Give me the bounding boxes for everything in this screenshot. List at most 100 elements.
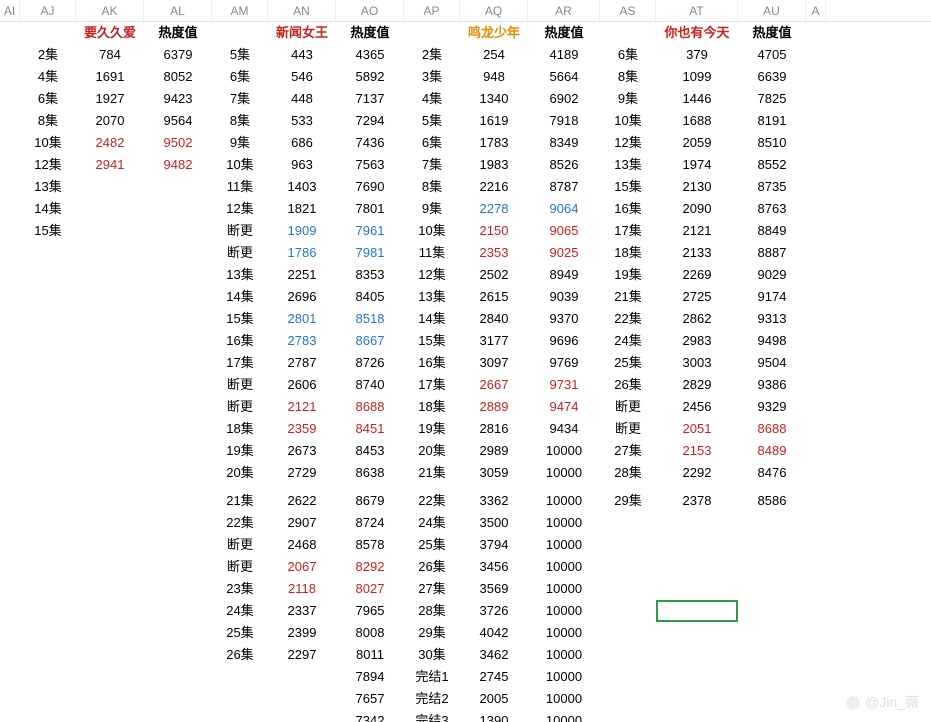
cell[interactable]: 2468 xyxy=(268,534,336,556)
cell[interactable] xyxy=(806,688,826,710)
cell[interactable]: 3569 xyxy=(460,578,528,600)
cell[interactable] xyxy=(20,622,76,644)
cell[interactable] xyxy=(20,556,76,578)
cell[interactable]: 9769 xyxy=(528,352,600,374)
cell[interactable]: 4365 xyxy=(336,44,404,66)
cell[interactable]: 9370 xyxy=(528,308,600,330)
cell[interactable] xyxy=(76,286,144,308)
cell[interactable]: 10000 xyxy=(528,600,600,622)
cell[interactable]: 22集 xyxy=(404,490,460,512)
series-header[interactable]: 鸣龙少年 xyxy=(460,22,528,44)
cell[interactable]: 3794 xyxy=(460,534,528,556)
cell[interactable] xyxy=(20,688,76,710)
cell[interactable]: 254 xyxy=(460,44,528,66)
cell[interactable] xyxy=(806,512,826,534)
cell[interactable]: 686 xyxy=(268,132,336,154)
cell[interactable]: 6集 xyxy=(212,66,268,88)
cell[interactable]: 17集 xyxy=(600,220,656,242)
cell[interactable]: 4集 xyxy=(404,88,460,110)
cell[interactable]: 1099 xyxy=(656,66,738,88)
cell[interactable]: 2829 xyxy=(656,374,738,396)
cell[interactable]: 10000 xyxy=(528,644,600,666)
cell[interactable] xyxy=(76,512,144,534)
cell[interactable] xyxy=(76,440,144,462)
cell[interactable]: 完结2 xyxy=(404,688,460,710)
series-header[interactable]: 要久久爱 xyxy=(76,22,144,44)
cell[interactable]: 8787 xyxy=(528,176,600,198)
cell[interactable] xyxy=(20,666,76,688)
cell[interactable] xyxy=(0,198,20,220)
cell[interactable]: 25集 xyxy=(212,622,268,644)
cell[interactable]: 3059 xyxy=(460,462,528,484)
cell[interactable] xyxy=(738,556,806,578)
cell[interactable] xyxy=(0,622,20,644)
cell[interactable] xyxy=(144,308,212,330)
cell[interactable]: 13集 xyxy=(212,264,268,286)
cell[interactable] xyxy=(268,710,336,722)
column-header[interactable]: AQ xyxy=(460,0,528,21)
cell[interactable]: 9025 xyxy=(528,242,600,264)
cell[interactable] xyxy=(806,132,826,154)
series-header[interactable]: 你也有今天 xyxy=(656,22,738,44)
cell[interactable]: 2378 xyxy=(656,490,738,512)
cell[interactable]: 8008 xyxy=(336,622,404,644)
cell[interactable] xyxy=(738,578,806,600)
cell[interactable]: 8735 xyxy=(738,176,806,198)
cell[interactable] xyxy=(144,264,212,286)
cell[interactable]: 8688 xyxy=(336,396,404,418)
cell[interactable]: 6639 xyxy=(738,66,806,88)
cell[interactable] xyxy=(738,534,806,556)
column-header[interactable]: AR xyxy=(528,0,600,21)
cell[interactable] xyxy=(76,374,144,396)
cell[interactable] xyxy=(806,462,826,484)
cell[interactable]: 14集 xyxy=(404,308,460,330)
cell[interactable] xyxy=(656,512,738,534)
cell[interactable]: 8集 xyxy=(600,66,656,88)
cell[interactable]: 8638 xyxy=(336,462,404,484)
cell[interactable]: 18集 xyxy=(212,418,268,440)
selected-cell[interactable] xyxy=(656,600,738,622)
cell[interactable]: 3003 xyxy=(656,352,738,374)
cell[interactable] xyxy=(144,490,212,512)
cell[interactable]: 3362 xyxy=(460,490,528,512)
cell[interactable]: 1786 xyxy=(268,242,336,264)
cell[interactable] xyxy=(212,666,268,688)
cell[interactable] xyxy=(806,352,826,374)
cell[interactable] xyxy=(76,644,144,666)
cell[interactable] xyxy=(600,578,656,600)
cell[interactable]: 2622 xyxy=(268,490,336,512)
cell[interactable]: 2725 xyxy=(656,286,738,308)
cell[interactable]: 10000 xyxy=(528,710,600,722)
cell[interactable] xyxy=(738,688,806,710)
cell[interactable]: 2067 xyxy=(268,556,336,578)
cell[interactable] xyxy=(76,600,144,622)
cell[interactable] xyxy=(738,710,806,722)
cell[interactable]: 2983 xyxy=(656,330,738,352)
cell[interactable] xyxy=(738,512,806,534)
cell[interactable] xyxy=(806,666,826,688)
cell[interactable]: 7918 xyxy=(528,110,600,132)
cell[interactable] xyxy=(144,330,212,352)
cell[interactable] xyxy=(0,462,20,484)
cell[interactable]: 3097 xyxy=(460,352,528,374)
cell[interactable] xyxy=(212,710,268,722)
cell[interactable]: 7801 xyxy=(336,198,404,220)
cell[interactable] xyxy=(738,622,806,644)
column-header[interactable]: AS xyxy=(600,0,656,21)
cell[interactable] xyxy=(76,710,144,722)
cell[interactable]: 断更 xyxy=(212,534,268,556)
cell[interactable] xyxy=(0,308,20,330)
cell[interactable] xyxy=(0,600,20,622)
cell[interactable]: 15集 xyxy=(404,330,460,352)
cell[interactable] xyxy=(0,286,20,308)
cell[interactable] xyxy=(20,286,76,308)
cell[interactable]: 完结3 xyxy=(404,710,460,722)
cell[interactable] xyxy=(20,22,76,44)
cell[interactable] xyxy=(656,710,738,722)
cell[interactable]: 2集 xyxy=(20,44,76,66)
cell[interactable]: 2059 xyxy=(656,132,738,154)
cell[interactable] xyxy=(20,578,76,600)
cell[interactable] xyxy=(76,490,144,512)
cell[interactable] xyxy=(268,666,336,688)
cell[interactable]: 7961 xyxy=(336,220,404,242)
